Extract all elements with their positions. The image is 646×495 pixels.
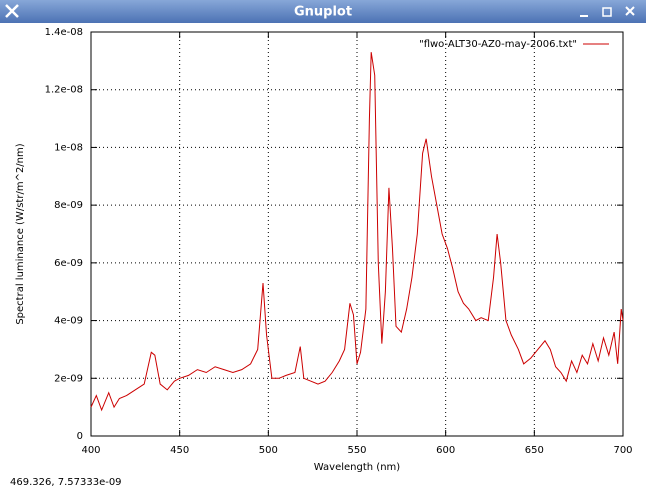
window-title: Gnuplot xyxy=(294,5,352,20)
plot: 0 2e-09 4e-09 6e-09 8e-09 1e-08 1.2e-08 1.4e-08… xyxy=(15,27,633,473)
x-tick-label: 600 xyxy=(436,445,455,456)
x-tick-label: 650 xyxy=(525,445,544,456)
title-bar xyxy=(0,0,646,23)
y-tick-label: 4e-09 xyxy=(54,316,83,327)
status-text: 469.326, 7.57333e-09 xyxy=(10,477,122,488)
x-tick-label: 700 xyxy=(613,445,632,456)
y-axis-label: Spectral luminance (W/str/m^2/nm) xyxy=(15,143,26,324)
y-tick-label: 2e-09 xyxy=(54,373,83,384)
y-tick-label: 1.4e-08 xyxy=(45,27,83,38)
y-tick-label: 1e-08 xyxy=(54,142,83,153)
x-tick-label: 500 xyxy=(259,445,278,456)
data-line xyxy=(90,52,624,412)
y-tick-label: 0 xyxy=(77,431,83,442)
plot-border xyxy=(90,31,624,437)
y-tick-label: 6e-09 xyxy=(54,258,83,269)
y-tick-label: 8e-09 xyxy=(54,200,83,211)
x-tick-label: 400 xyxy=(81,445,100,456)
app-icon[interactable] xyxy=(5,4,19,18)
x-tick-label: 550 xyxy=(347,445,366,456)
close-button[interactable] xyxy=(625,6,635,16)
legend-label: "flwo-ALT30-AZ0-may-2006.txt" xyxy=(419,39,577,50)
x-axis-label: Wavelength (nm) xyxy=(314,462,400,473)
y-tick-label: 1.2e-08 xyxy=(45,85,83,96)
x-tick-label: 450 xyxy=(170,445,189,456)
maximize-button[interactable] xyxy=(602,7,612,17)
